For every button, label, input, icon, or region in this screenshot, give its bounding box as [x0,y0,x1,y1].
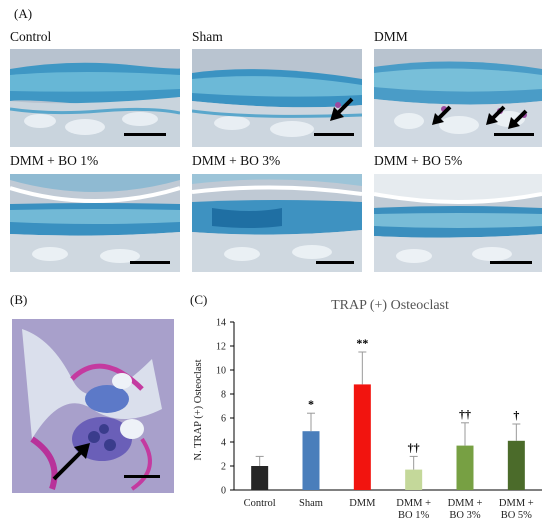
bar-4 [456,445,474,490]
category-label: DMM + [448,498,483,509]
category-label: DMM + [499,498,534,509]
bar-2 [353,384,371,490]
micrograph-dmm-bo5 [374,174,542,272]
arrow-icon [508,109,528,129]
y-tick-label: 4 [221,438,226,449]
category-label: BO 5% [501,510,532,521]
y-tick-label: 10 [216,366,226,377]
panel-c-letter: (C) [190,292,208,307]
arrow-icon [52,443,90,481]
bar-1 [302,431,320,490]
scale-bar [130,261,170,264]
significance-marker: ** [356,336,368,350]
significance-marker: * [308,397,314,411]
image-label-sham: Sham [192,29,223,44]
scale-bar [124,475,160,478]
scale-bar [494,133,534,136]
micrograph-control [10,49,180,147]
arrow-icon [330,97,354,121]
micrograph-dmm-bo1 [10,174,180,272]
scale-bar [316,261,354,264]
category-label: BO 1% [398,510,429,521]
y-tick-label: 14 [216,318,226,329]
category-label: DMM + [396,498,431,509]
panel-a-letter: (A) [14,6,33,21]
image-label-dmm-bo3: DMM + BO 3% [192,153,281,168]
significance-marker: †† [408,440,420,454]
bar-5 [507,440,525,490]
micrograph-dmm-bo3 [192,174,362,272]
scale-bar [314,133,354,136]
arrow-icon [432,105,452,125]
arrow-icon [486,105,506,125]
y-tick-label: 2 [221,462,226,473]
micrograph-dmm [374,49,542,147]
panel-b-letter: (B) [10,292,28,307]
y-tick-label: 6 [221,414,226,425]
image-label-dmm-bo5: DMM + BO 5% [374,153,463,168]
category-label: Sham [299,498,323,509]
y-axis-label: N. TRAP (+) Osteoclast [193,359,204,460]
category-label: Control [244,498,276,509]
y-tick-label: 0 [221,486,226,497]
y-tick-label: 8 [221,390,226,401]
category-label: BO 3% [449,510,480,521]
chart-title: TRAP (+) Osteoclast [331,298,449,313]
bar-0 [251,466,269,490]
scale-bar [124,133,166,136]
scale-bar [490,261,532,264]
image-label-dmm: DMM [374,29,408,44]
y-tick-label: 12 [216,342,226,353]
trap-osteoclast-bar-chart: TRAP (+) Osteoclast N. TRAP (+) Osteocla… [193,298,542,521]
bar-3 [405,469,423,490]
image-label-control: Control [10,29,52,44]
micrograph-osteoclast-detail [12,319,174,493]
image-label-dmm-bo1: DMM + BO 1% [10,153,99,168]
micrograph-sham [192,49,362,147]
category-label: DMM [349,498,376,509]
significance-marker: †† [459,407,471,421]
significance-marker: † [513,408,519,422]
